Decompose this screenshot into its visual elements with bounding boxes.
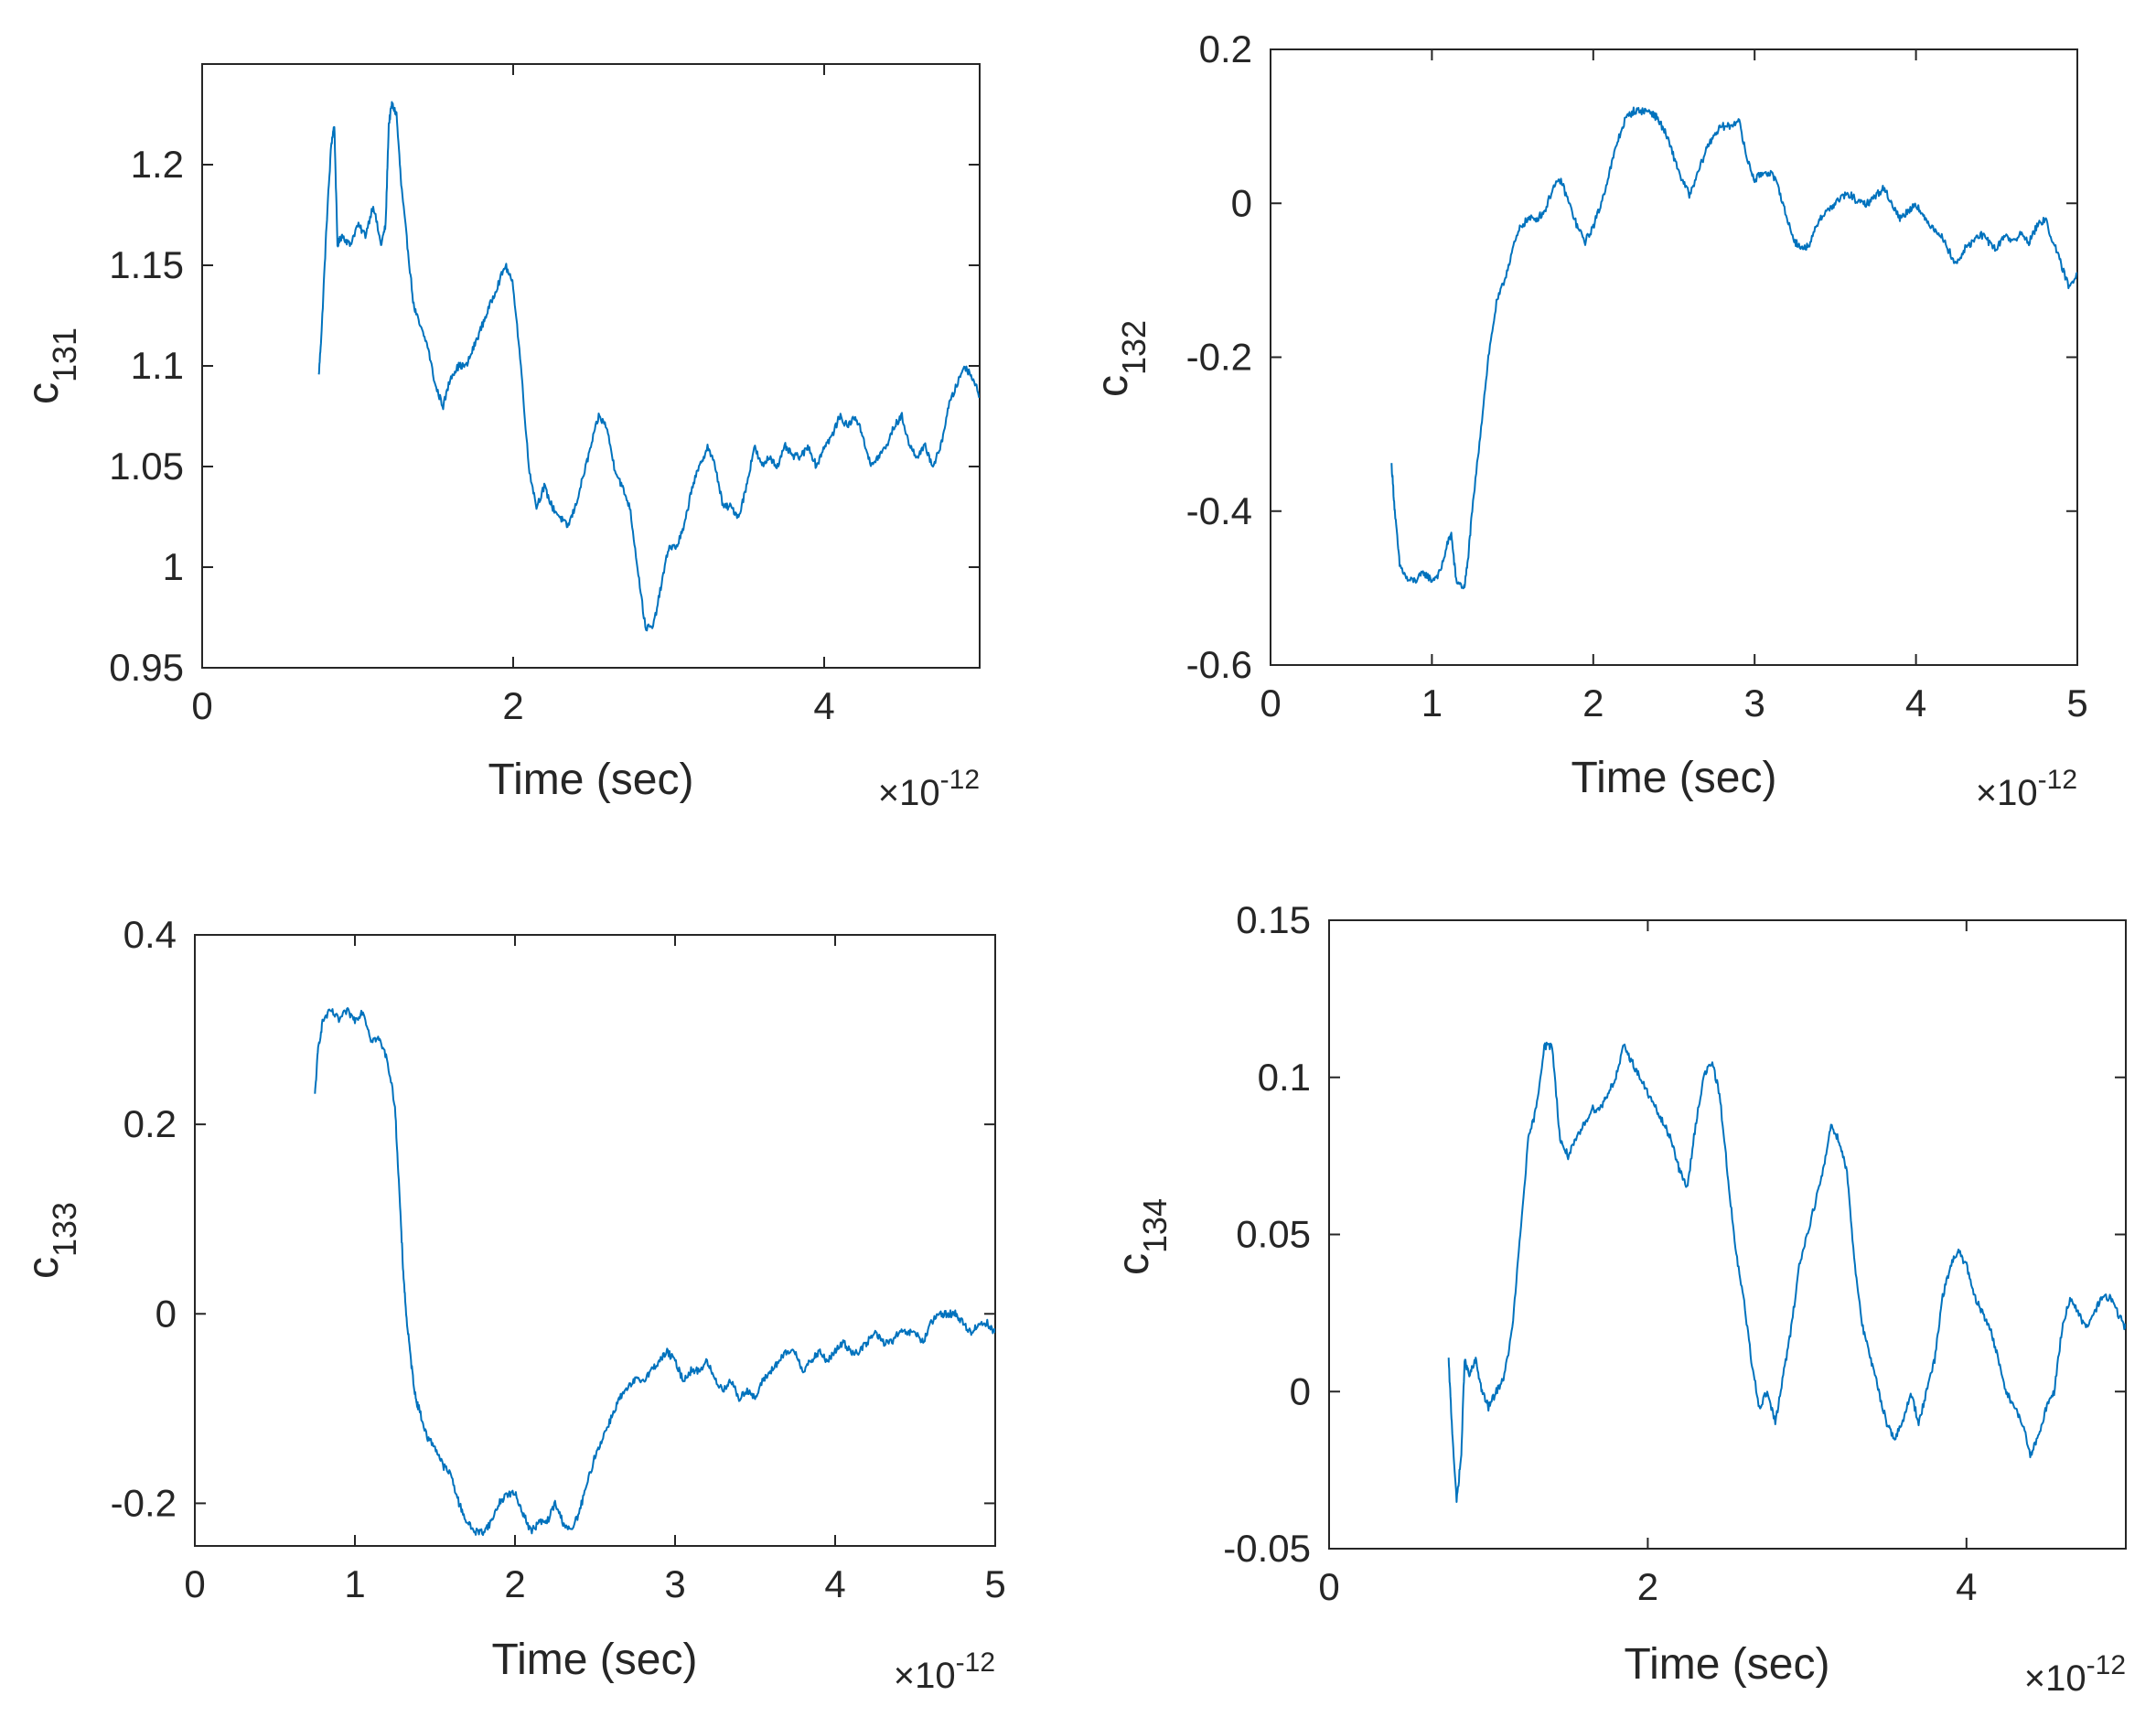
x-tick-label: 0 [1260,681,1281,724]
plot-area [1328,919,2127,1550]
x-axis-label: Time (sec) [492,1636,698,1684]
series-group [1390,106,2077,590]
x-axis-multiplier: ×10-12 [878,765,980,813]
y-tick-label: 1.15 [109,243,184,286]
y-tick-label: -0.2 [1186,336,1252,379]
y-tick-label: -0.05 [1223,1527,1311,1570]
y-axis-label: c131 [19,327,83,404]
x-tick-label: 3 [1744,681,1765,724]
x-tick-label: 1 [344,1562,365,1605]
axis-ticks: 0 2 4 0.95 1 1.05 1.1 1.15 1.2 [109,64,980,727]
x-axis-multiplier: ×10-12 [1976,765,2077,813]
x-tick-label: 2 [1582,681,1604,724]
x-tick-label: 5 [984,1562,1005,1605]
x-axis-multiplier: ×10-12 [894,1647,995,1696]
series-line-c133 [314,1007,995,1537]
axis-ticks: 0 1 2 3 4 5-0.200.20.4 [111,913,1006,1605]
y-axis-label: c134 [1110,1198,1174,1275]
y-tick-label: 0 [156,1292,177,1335]
plot-area [194,934,996,1547]
x-tick-label: 5 [2066,681,2087,724]
x-tick-label: 3 [664,1562,685,1605]
y-tick-label: 0.1 [1258,1056,1311,1099]
y-tick-label: 0.95 [109,646,184,689]
x-tick-label: 0 [184,1562,205,1605]
x-tick-label: 4 [1905,681,1926,724]
y-tick-label: 1.1 [131,344,184,387]
y-axis-label: c132 [1089,320,1153,397]
x-tick-label: 2 [1637,1565,1658,1608]
y-tick-label: 0.4 [123,913,177,956]
y-tick-label: 1.2 [131,143,184,186]
series-line-c134 [1447,1041,2126,1503]
y-tick-label: 0.2 [123,1102,177,1145]
x-axis-label: Time (sec) [1571,754,1777,802]
x-axis-multiplier: ×10-12 [2024,1650,2126,1699]
plot-area [201,63,981,669]
y-tick-label: 1 [163,545,184,588]
x-tick-label: 4 [1956,1565,1977,1608]
x-axis-label: Time (sec) [1625,1640,1830,1689]
y-tick-label: 1.05 [109,445,184,488]
y-axis-label: c133 [19,1202,83,1279]
y-tick-label: 0.2 [1199,27,1252,70]
x-tick-label: 0 [1318,1565,1339,1608]
y-tick-label: -0.2 [111,1481,177,1524]
x-tick-label: 4 [824,1562,845,1605]
plot-area [1270,48,2078,666]
y-tick-label: 0 [1290,1369,1311,1412]
y-tick-label: 0.15 [1236,898,1311,941]
series-group [1447,1041,2126,1503]
x-axis-label: Time (sec) [488,756,694,804]
series-group [314,1007,995,1537]
chart-c133: 0 1 2 3 4 5-0.200.20.4 Time (sec) ×10-12 c133 [19,913,1006,1696]
x-tick-label: 2 [504,1562,525,1605]
x-tick-label: 1 [1421,681,1443,724]
axis-ticks: 0 1 2 3 4 5 -0.6 -0.4 -0.2 0 0.2 [1186,27,2088,724]
y-tick-label: 0.05 [1236,1213,1311,1256]
series-line-c131 [317,101,980,632]
series-line-c132 [1390,106,2077,590]
chart-c131: 0 2 4 0.95 1 1.05 1.1 1.15 1.2 Time (sec) ×10-12… [19,63,981,813]
series-group [317,101,980,632]
x-tick-label: 2 [502,684,523,727]
y-tick-label: -0.4 [1186,489,1252,532]
chart-c132: 0 1 2 3 4 5 -0.6 -0.4 -0.2 0 0.2 Time (sec) ×10-12… [1089,27,2088,813]
y-tick-label: -0.6 [1186,643,1252,686]
x-tick-label: 4 [813,684,834,727]
y-tick-label: 0 [1231,181,1252,224]
x-tick-label: 0 [191,684,212,727]
